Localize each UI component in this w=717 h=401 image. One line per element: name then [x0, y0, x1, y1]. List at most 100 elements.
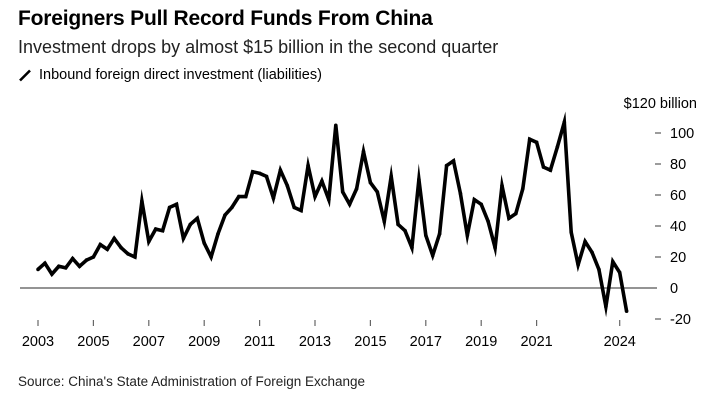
data-point	[271, 196, 276, 200]
data-point	[264, 174, 269, 179]
data-point	[520, 187, 525, 191]
x-tick-label: 2011	[244, 334, 275, 350]
data-point	[36, 267, 40, 272]
data-point	[590, 250, 594, 255]
data-point	[444, 163, 449, 168]
data-point	[195, 216, 200, 221]
data-point	[333, 123, 338, 128]
data-point	[237, 194, 241, 199]
data-point	[112, 236, 116, 241]
data-point	[223, 213, 227, 217]
data-point	[417, 177, 421, 182]
data-point	[583, 239, 587, 244]
data-point	[105, 247, 110, 252]
data-point	[133, 255, 137, 259]
data-point	[188, 222, 193, 227]
data-point	[486, 219, 490, 224]
x-tick-label: 2013	[299, 334, 331, 350]
legend-label: Inbound foreign direct investment (liabi…	[39, 67, 322, 83]
data-point	[77, 264, 82, 269]
data-point	[91, 255, 96, 259]
y-tick-label: 60	[670, 188, 686, 204]
data-point	[458, 191, 463, 196]
data-point	[604, 304, 608, 309]
data-point	[534, 140, 539, 145]
x-tick-label: 2017	[410, 334, 442, 350]
data-point	[500, 183, 504, 188]
data-point	[430, 253, 435, 258]
chart-title: Foreigners Pull Record Funds From China	[18, 7, 433, 30]
data-point	[320, 179, 324, 183]
data-point	[70, 256, 75, 261]
data-point	[493, 245, 497, 250]
x-tick-label: 2019	[465, 334, 497, 350]
data-point	[597, 267, 601, 272]
data-point	[375, 190, 380, 194]
data-point	[202, 241, 206, 245]
data-point	[569, 230, 574, 234]
data-point	[278, 168, 283, 172]
data-point	[56, 264, 61, 269]
y-tick-label: 20	[670, 250, 686, 266]
x-tick-label: 2005	[77, 334, 109, 350]
x-axis: 2003 2005 2007 2009 2011 2013 2015 2017 2019 2021…	[22, 320, 636, 350]
line-swatch-icon	[18, 68, 32, 82]
data-point	[84, 258, 89, 262]
data-point	[465, 233, 470, 238]
data-point	[167, 205, 172, 210]
data-point	[507, 216, 511, 221]
x-tick-label: 2009	[188, 334, 220, 350]
data-point	[327, 197, 331, 202]
data-point	[382, 219, 387, 224]
data-point	[63, 266, 68, 270]
data-point	[216, 231, 220, 236]
data-point	[257, 171, 262, 176]
data-point	[410, 245, 414, 250]
data-points	[36, 120, 629, 314]
data-point	[340, 190, 345, 194]
data-point	[299, 208, 303, 213]
data-point	[403, 228, 407, 233]
data-point	[527, 137, 532, 141]
y-tick-label: 40	[670, 219, 686, 235]
data-point	[147, 239, 151, 244]
data-point	[610, 259, 615, 264]
data-point	[576, 262, 580, 267]
x-tick-label: 2021	[520, 334, 552, 350]
y-axis: -20 0 20 40 60 80 100	[655, 126, 694, 328]
x-tick-label: 2007	[133, 334, 165, 350]
data-point	[514, 211, 518, 216]
data-point	[389, 174, 393, 179]
data-point	[347, 202, 352, 207]
data-point	[424, 233, 428, 238]
x-tick-label: 2003	[22, 334, 54, 350]
data-point	[624, 309, 629, 314]
data-point	[361, 149, 366, 154]
data-point	[437, 231, 442, 236]
data-point	[140, 199, 144, 203]
data-point	[562, 120, 567, 124]
data-point	[292, 205, 297, 210]
data-point	[98, 242, 103, 247]
data-point	[396, 222, 400, 227]
data-point	[243, 194, 248, 199]
data-point	[160, 228, 165, 233]
y-axis-unit-label: $120 billion	[624, 96, 697, 112]
data-point	[306, 163, 310, 168]
data-point	[181, 236, 186, 241]
data-point	[354, 187, 359, 191]
data-point	[174, 202, 179, 207]
data-point	[285, 183, 290, 188]
data-point	[209, 255, 213, 259]
data-point	[119, 245, 123, 250]
data-point	[555, 145, 560, 149]
data-point	[541, 165, 546, 169]
data-point	[479, 202, 484, 207]
series-line-fdi	[36, 111, 629, 318]
data-point	[153, 227, 158, 231]
y-tick-label: 80	[670, 157, 686, 173]
x-tick-label: 2024	[604, 334, 636, 350]
data-point	[472, 197, 477, 202]
y-tick-label: 100	[670, 126, 694, 142]
x-tick-label: 2015	[354, 334, 386, 350]
